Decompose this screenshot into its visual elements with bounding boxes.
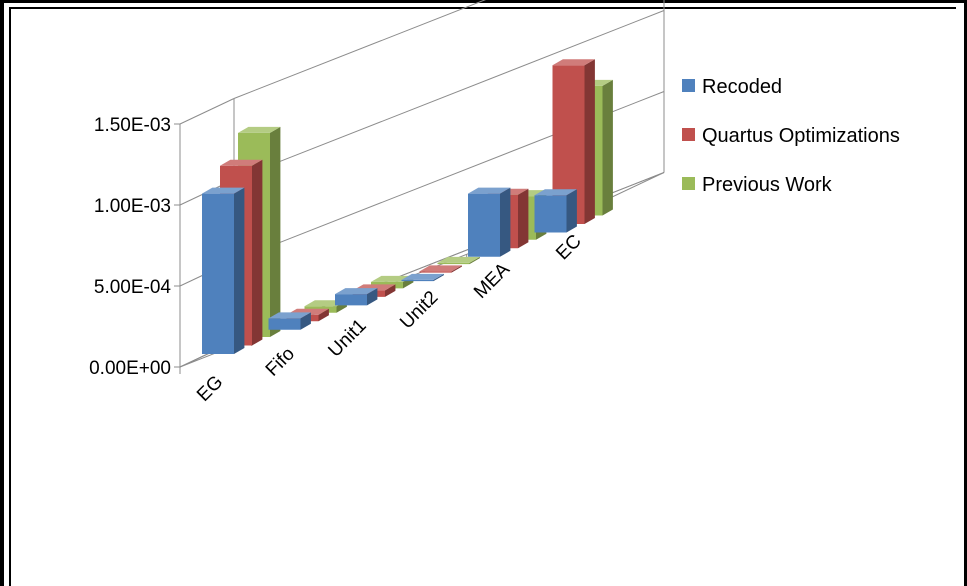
x-tick-label: EC: [552, 231, 586, 265]
x-tick-label: Unit2: [396, 287, 442, 333]
y-axis-ticks: 0.00E+00 5.00E-04 1.00E-03 1.50E-03: [89, 115, 180, 379]
side-gridline: [179, 98, 235, 125]
gridline: [233, 10, 665, 180]
bar-series: [202, 59, 613, 354]
legend-label: Previous Work: [702, 174, 833, 196]
x-tick-label: Unit1: [324, 315, 370, 361]
bar-recoded-mea: [468, 187, 511, 257]
bar-recoded-unit2: [401, 273, 444, 282]
bar-recoded-ec: [534, 189, 577, 233]
chart-frame-inner: [9, 7, 956, 586]
bar-recoded-fifo: [268, 312, 311, 330]
bar-recoded-unit1: [335, 288, 378, 306]
legend-swatch: [682, 79, 695, 92]
legend: Recoded Quartus Optimizations Previous Wor…: [682, 76, 900, 196]
legend-swatch: [682, 128, 695, 141]
y-tick-label: 5.00E-04: [94, 277, 172, 298]
y-tick-label: 1.00E-03: [94, 196, 171, 217]
bar-quartus-optimizations-unit2: [419, 265, 462, 273]
bar-previous-work-unit2: [437, 256, 480, 265]
y-tick-label: 1.50E-03: [94, 115, 171, 136]
x-tick-label: EG: [193, 372, 227, 406]
bar-quartus-optimizations-ec: [552, 59, 595, 225]
bar-recoded-eg: [202, 187, 245, 354]
x-tick-label: MEA: [470, 259, 514, 303]
legend-swatch: [682, 177, 695, 190]
gridline: [233, 0, 486, 99]
y-tick-label: 0.00E+00: [89, 358, 171, 379]
legend-label: Recoded: [702, 76, 782, 98]
x-tick-label: Fifo: [262, 343, 299, 380]
legend-label: Quartus Optimizations: [702, 125, 900, 147]
